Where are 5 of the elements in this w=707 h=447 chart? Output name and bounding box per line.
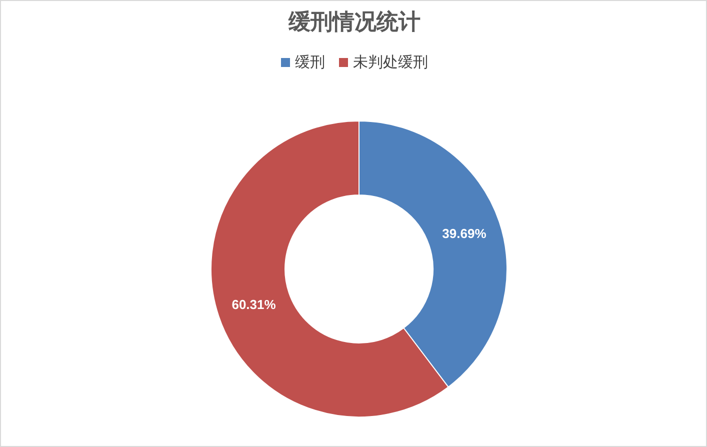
- legend-label: 缓刑: [295, 53, 325, 72]
- data-label: 39.69%: [442, 226, 487, 242]
- data-label: 60.31%: [232, 296, 276, 312]
- chart-title: 缓刑情况统计: [287, 9, 422, 37]
- legend-label: 未判处缓刑: [353, 53, 428, 72]
